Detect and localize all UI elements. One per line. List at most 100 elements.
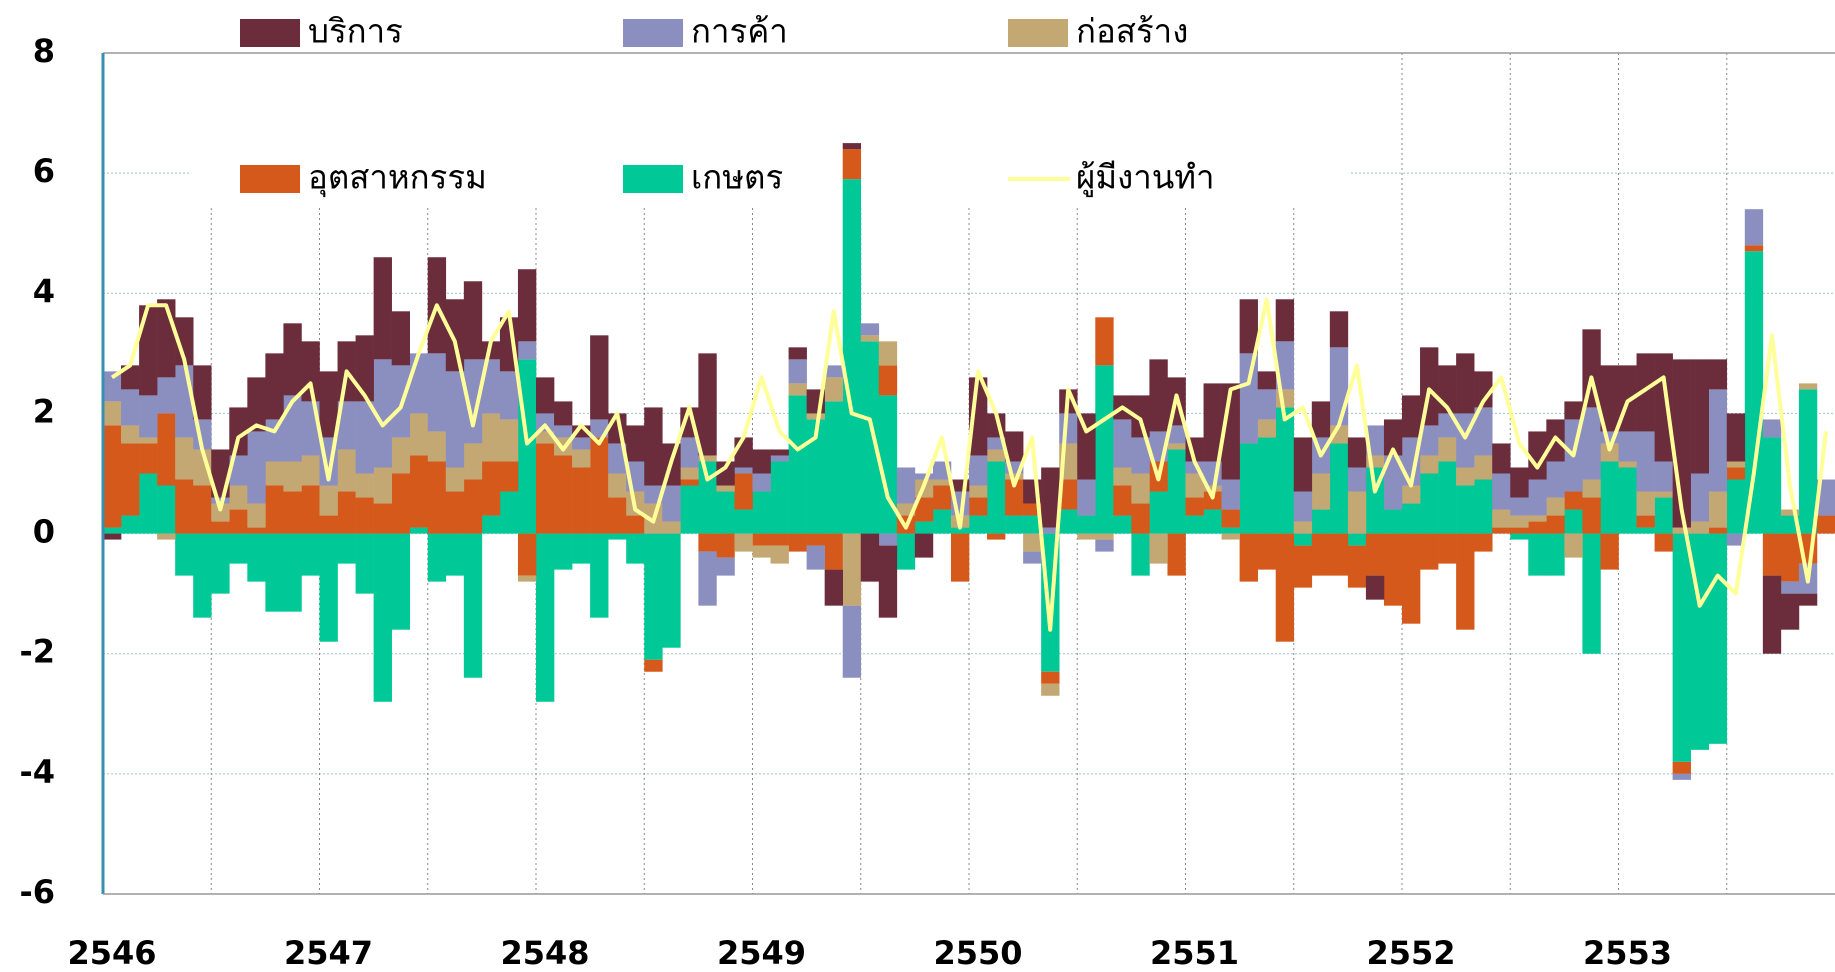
- bar: [1293, 545, 1313, 588]
- bar: [1474, 407, 1493, 456]
- bar: [1149, 491, 1168, 534]
- bar: [445, 371, 465, 468]
- bar: [1456, 485, 1475, 534]
- x-tick-label: 2548: [500, 934, 589, 972]
- bar: [1239, 533, 1258, 582]
- bar: [1257, 419, 1277, 438]
- bar: [1564, 533, 1583, 558]
- bar: [1347, 533, 1367, 546]
- bar: [1564, 401, 1583, 420]
- bar: [1744, 209, 1764, 246]
- bar: [590, 437, 609, 534]
- bar: [1221, 509, 1240, 528]
- bar: [1474, 479, 1493, 534]
- bar: [499, 371, 519, 420]
- bar: [283, 461, 302, 492]
- bar: [1600, 365, 1619, 432]
- bar: [1005, 473, 1024, 480]
- bar: [842, 143, 862, 150]
- bar: [1383, 419, 1403, 456]
- bar: [860, 335, 880, 342]
- y-tick-label: 6: [33, 152, 55, 190]
- bar: [193, 533, 212, 618]
- bar: [644, 533, 663, 660]
- bar: [103, 425, 122, 528]
- bar: [770, 461, 789, 534]
- bar: [373, 503, 392, 534]
- bar: [770, 455, 789, 462]
- bar: [1492, 443, 1511, 474]
- bar: [1257, 371, 1277, 390]
- bar: [1059, 479, 1078, 510]
- bar: [211, 533, 230, 594]
- bar: [536, 533, 555, 702]
- bar: [1636, 353, 1655, 432]
- bar: [139, 473, 158, 534]
- bar: [409, 413, 429, 456]
- bar: [265, 485, 284, 534]
- x-tick-label: 2549: [717, 934, 806, 972]
- bar: [932, 479, 952, 486]
- bar: [1636, 515, 1655, 528]
- bar: [301, 533, 320, 576]
- bar: [1600, 461, 1619, 534]
- bar: [391, 437, 411, 474]
- bar: [1041, 683, 1060, 696]
- bar: [1203, 509, 1222, 534]
- bar: [932, 509, 952, 534]
- bar: [265, 353, 284, 420]
- bar: [608, 473, 627, 498]
- bar: [626, 533, 645, 564]
- bar: [1420, 533, 1439, 570]
- bar: [1131, 533, 1150, 576]
- bar: [590, 533, 609, 618]
- bar: [1275, 299, 1295, 342]
- bar: [1293, 521, 1313, 534]
- bar: [1347, 467, 1367, 492]
- bar: [499, 461, 519, 492]
- bar: [1257, 389, 1277, 420]
- bar: [1798, 593, 1818, 606]
- bar: [626, 425, 645, 462]
- bar: [1185, 497, 1204, 516]
- bar: [824, 569, 844, 606]
- bar: [517, 575, 537, 582]
- y-tick-label: 2: [33, 392, 55, 430]
- bar: [1095, 365, 1114, 534]
- bar: [121, 443, 140, 516]
- bar: [1077, 479, 1096, 516]
- bar: [1077, 413, 1096, 480]
- bar: [752, 533, 771, 546]
- bar: [1780, 581, 1800, 594]
- legend-label: ก่อสร้าง: [1076, 12, 1188, 51]
- bar: [1600, 533, 1619, 570]
- bar: [1816, 479, 1835, 516]
- bar: [139, 305, 158, 396]
- bar: [1672, 533, 1691, 762]
- bar: [1456, 533, 1475, 630]
- bar: [1239, 353, 1258, 444]
- bar: [1528, 479, 1547, 516]
- bar: [969, 485, 988, 498]
- bar: [1239, 443, 1258, 534]
- bar: [1636, 527, 1655, 534]
- bar: [1780, 593, 1800, 630]
- bar: [1528, 515, 1547, 522]
- bar: [1780, 509, 1800, 516]
- bar: [1762, 437, 1782, 534]
- bar: [734, 437, 753, 468]
- bar: [1492, 509, 1511, 528]
- bar: [1329, 311, 1349, 348]
- bar: [1474, 533, 1493, 552]
- bar: [698, 533, 717, 552]
- bar: [355, 401, 374, 474]
- bar: [301, 485, 320, 534]
- bar: [463, 479, 483, 534]
- bar: [193, 365, 212, 420]
- bar: [211, 503, 230, 522]
- bar: [734, 533, 753, 552]
- bar: [572, 449, 591, 468]
- bar: [1041, 467, 1060, 528]
- bar: [1113, 467, 1132, 486]
